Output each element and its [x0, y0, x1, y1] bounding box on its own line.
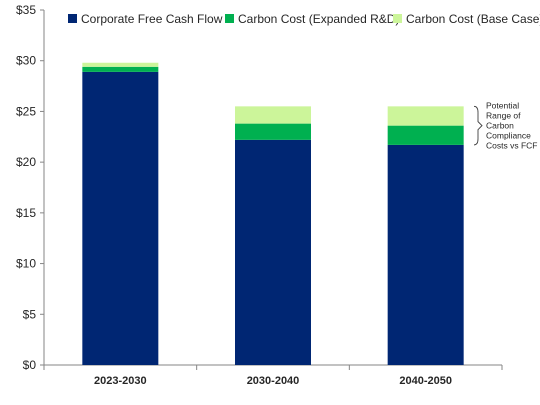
plot-area: [82, 62, 464, 365]
legend-swatch: [393, 14, 402, 23]
legend: Corporate Free Cash Flow Carbon Cost (Exp…: [68, 12, 540, 26]
y-tick-label: $5: [23, 307, 37, 321]
annotation-text-line: Carbon: [486, 121, 514, 131]
bar-segment: [82, 71, 159, 365]
bar-segment: [387, 144, 464, 365]
y-axis: $0 $5 $10 $15 $20 $25 $30 $35: [16, 3, 45, 372]
y-tick-label: $25: [16, 104, 36, 118]
y-tick-label: $35: [16, 3, 36, 17]
annotation-text-line: Costs vs FCF: [486, 141, 537, 151]
legend-swatch: [68, 14, 77, 23]
bar-segment: [387, 125, 464, 145]
y-tick-label: $0: [23, 358, 37, 372]
x-axis: [43, 364, 503, 370]
legend-label: Corporate Free Cash Flow: [81, 12, 223, 26]
category-labels: 2023-2030 2030-2040 2040-2050: [94, 375, 452, 387]
bar-segment: [82, 62, 159, 67]
y-tick-label: $30: [16, 54, 36, 68]
y-tick-label: $10: [16, 257, 36, 271]
x-category-label: 2040-2050: [399, 375, 452, 387]
legend-label: Carbon Cost (Base Case): [406, 12, 540, 26]
bar-segment: [387, 106, 464, 126]
legend-label: Carbon Cost (Expanded R&D): [238, 12, 399, 26]
legend-swatch: [225, 14, 234, 23]
y-tick-label: $15: [16, 206, 36, 220]
annotation-bracket: [473, 105, 483, 146]
bar-segment: [235, 139, 311, 365]
x-category-label: 2023-2030: [94, 375, 147, 387]
annotation-text-line: Compliance: [486, 131, 531, 141]
x-category-label: 2030-2040: [247, 375, 300, 387]
annotation-text-line: Range of: [486, 111, 521, 121]
bar-segment: [82, 66, 159, 72]
y-tick-label: $20: [16, 155, 36, 169]
bar-segment: [235, 123, 311, 140]
bar-segment: [235, 106, 311, 124]
annotation-text-line: Potential: [486, 101, 519, 111]
